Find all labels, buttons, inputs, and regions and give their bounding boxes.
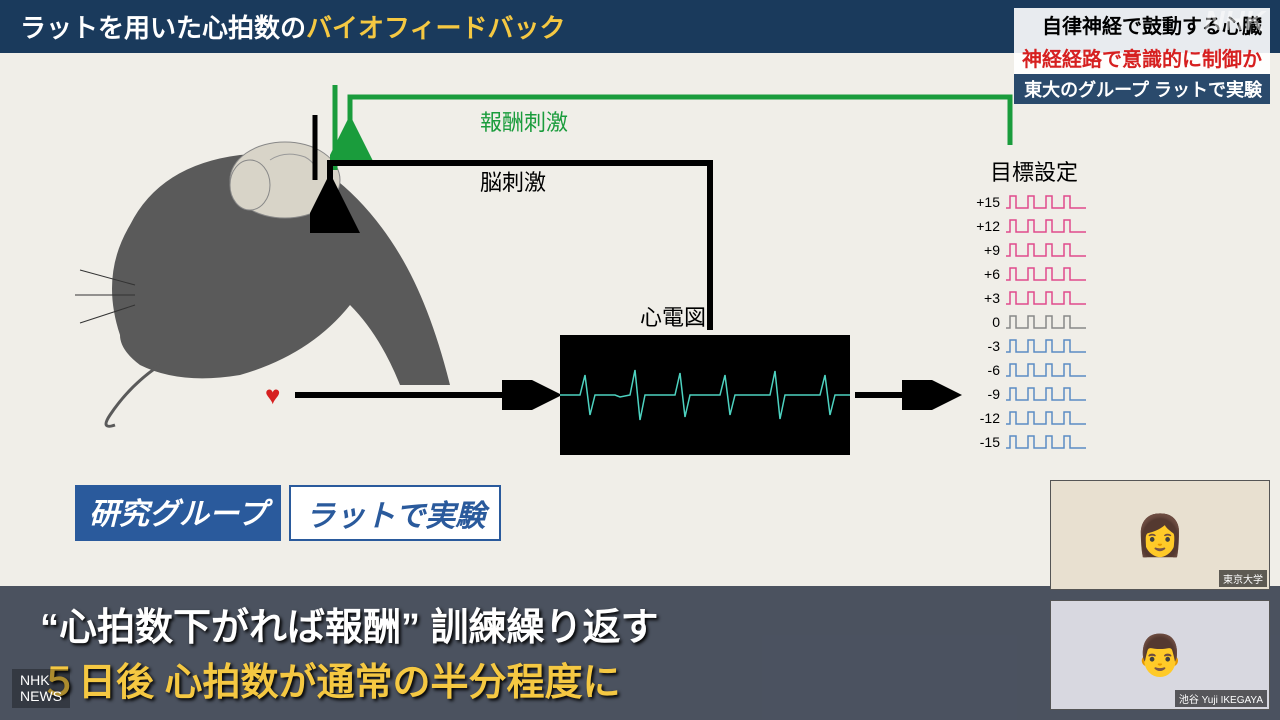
title-prefix: ラットを用いた心拍数の — [20, 13, 306, 43]
nhk-news-l1: NHK — [20, 673, 62, 688]
target-level-value: -12 — [970, 410, 1000, 426]
target-level-value: 0 — [970, 314, 1000, 330]
target-level-value: -6 — [970, 362, 1000, 378]
target-row: 0 — [970, 310, 1086, 334]
nhk-news-logo: NHK NEWS — [12, 669, 70, 708]
target-level-value: -9 — [970, 386, 1000, 402]
pulse-train-icon — [1006, 360, 1086, 380]
pulse-train-icon — [1006, 264, 1086, 284]
target-row: -9 — [970, 382, 1086, 406]
ecg-label: 心電図 — [640, 300, 706, 332]
pulse-train-icon — [1006, 336, 1086, 356]
target-row: +15 — [970, 190, 1086, 214]
target-level-value: +15 — [970, 194, 1000, 210]
tag-row: 研究グループ ラットで実験 — [75, 485, 501, 541]
title-highlight: バイオフィードバック — [306, 13, 565, 43]
target-level-value: -15 — [970, 434, 1000, 450]
nhk-watermark: NHK — [1204, 5, 1265, 37]
target-label: 目標設定 — [990, 155, 1078, 187]
pulse-train-icon — [1006, 192, 1086, 212]
target-row: +6 — [970, 262, 1086, 286]
target-level-value: +9 — [970, 242, 1000, 258]
ecg-trace — [560, 335, 850, 455]
target-row: -3 — [970, 334, 1086, 358]
tag-research-group: 研究グループ — [75, 485, 281, 541]
target-level-value: +3 — [970, 290, 1000, 306]
pulse-train-icon — [1006, 312, 1086, 332]
pulse-train-icon — [1006, 240, 1086, 260]
tag-rat-experiment: ラットで実験 — [289, 485, 501, 541]
target-row: -6 — [970, 358, 1086, 382]
pulse-train-icon — [1006, 408, 1086, 428]
videocall-bottom: 👨 池谷 Yuji IKEGAYA — [1050, 600, 1270, 710]
videocall-bottom-label: 池谷 Yuji IKEGAYA — [1175, 690, 1267, 707]
pulse-train-icon — [1006, 384, 1086, 404]
videocall-top-label: 東京大学 — [1219, 570, 1267, 587]
target-level-value: +6 — [970, 266, 1000, 282]
target-grid: +15 +12 +9 +6 +3 0 -3 -6 -9 -12 -15 — [970, 190, 1086, 454]
pulse-train-icon — [1006, 432, 1086, 452]
heart-icon: ♥ — [265, 380, 280, 411]
target-level-value: +12 — [970, 218, 1000, 234]
target-row: -12 — [970, 406, 1086, 430]
pulse-train-icon — [1006, 216, 1086, 236]
target-row: +3 — [970, 286, 1086, 310]
ecg-monitor — [560, 335, 850, 455]
target-row: -15 — [970, 430, 1086, 454]
target-level-value: -3 — [970, 338, 1000, 354]
target-row: +9 — [970, 238, 1086, 262]
pulse-train-icon — [1006, 288, 1086, 308]
nhk-news-l2: NEWS — [20, 689, 62, 704]
heart-to-ecg-arrow — [295, 380, 565, 410]
ecg-to-target-arrow — [855, 380, 965, 410]
videocall-top: 👩 東京大学 — [1050, 480, 1270, 590]
target-row: +12 — [970, 214, 1086, 238]
